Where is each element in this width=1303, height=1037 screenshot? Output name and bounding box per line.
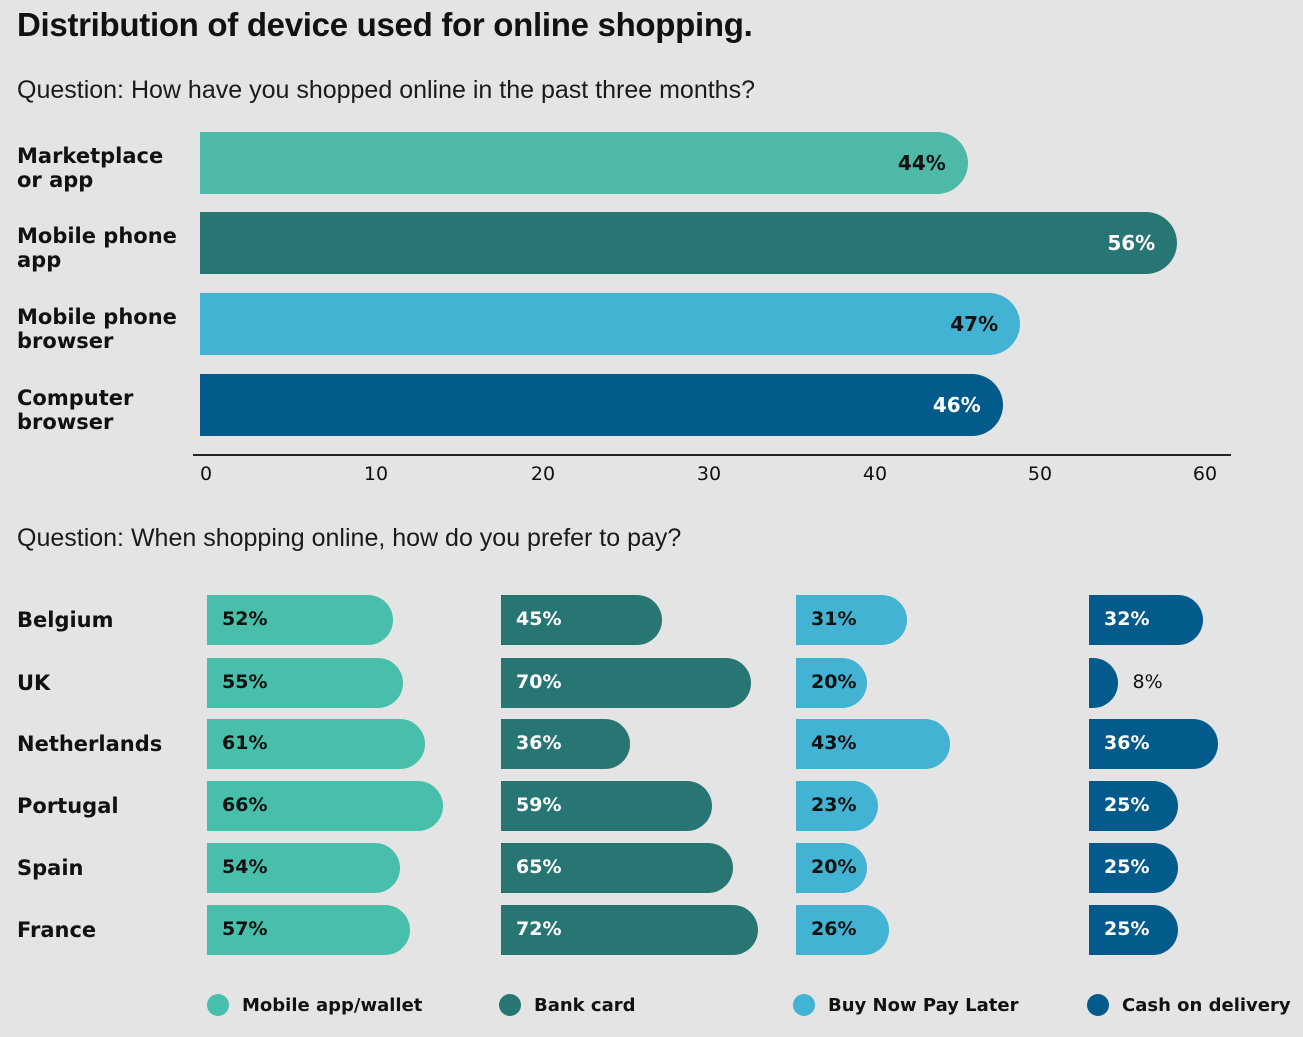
category-label-line: app (17, 248, 177, 272)
bar-value-label: 25% (1104, 905, 1149, 953)
bar-value-label: 46% (933, 374, 981, 436)
bar-value-label: 55% (222, 658, 267, 706)
bar: 52% (207, 595, 393, 645)
legend-label: Buy Now Pay Later (828, 995, 1018, 1016)
bar-value-label: 23% (811, 781, 856, 829)
bar: 65% (501, 843, 733, 893)
bar-value-label: 36% (516, 719, 561, 767)
bar-value-label: 44% (898, 132, 946, 194)
bar: 72% (501, 905, 758, 955)
country-label: Netherlands (17, 719, 162, 769)
bar-value-label: 59% (516, 781, 561, 829)
x-tick-label: 60 (1193, 463, 1217, 485)
legend-label: Bank card (534, 995, 636, 1016)
bar-value-label: 20% (811, 843, 856, 891)
bar-value-label: 66% (222, 781, 267, 829)
legend-item: Buy Now Pay Later (793, 994, 1018, 1016)
category-label-line: Mobile phone (17, 224, 177, 248)
bar: 61% (207, 719, 425, 769)
x-tick-label: 20 (531, 463, 555, 485)
legend-label: Mobile app/wallet (242, 995, 422, 1016)
bar: 36% (1089, 719, 1218, 769)
bar: 45% (501, 595, 662, 645)
bar: 44% (200, 132, 968, 194)
bar-value-label: 65% (516, 843, 561, 891)
category-label-line: browser (17, 329, 177, 353)
country-label: Portugal (17, 781, 119, 831)
category-label-line: Computer (17, 386, 133, 410)
category-label-line: Marketplace (17, 144, 163, 168)
legend-item: Bank card (499, 994, 636, 1016)
category-label: Mobile phonebrowser (17, 305, 177, 353)
bar: 46% (200, 374, 1003, 436)
bar: 36% (501, 719, 630, 769)
question-1: Question: How have you shopped online in… (17, 76, 755, 105)
bar-value-label: 20% (811, 658, 856, 706)
x-axis-line (193, 454, 1231, 456)
bar-value-label: 72% (516, 905, 561, 953)
bar: 25% (1089, 781, 1178, 831)
bar: 20% (796, 843, 867, 893)
bar-value-label: 25% (1104, 843, 1149, 891)
category-label: Computerbrowser (17, 386, 133, 434)
bar-value-label: 36% (1104, 719, 1149, 767)
bar: 55% (207, 658, 403, 708)
chart-title: Distribution of device used for online s… (17, 6, 752, 44)
question-2: Question: When shopping online, how do y… (17, 524, 681, 553)
country-label: Belgium (17, 595, 114, 645)
legend-item: Cash on delivery (1087, 994, 1291, 1016)
bar: 66% (207, 781, 443, 831)
legend-label: Cash on delivery (1122, 995, 1291, 1016)
x-tick-label: 0 (200, 463, 212, 485)
bar: 8% (1089, 658, 1118, 708)
bar-value-label: 31% (811, 595, 856, 643)
bar: 59% (501, 781, 712, 831)
x-tick-label: 50 (1028, 463, 1052, 485)
bar: 31% (796, 595, 907, 645)
x-tick-label: 10 (364, 463, 388, 485)
x-tick-label: 30 (697, 463, 721, 485)
country-label: Spain (17, 843, 83, 893)
country-label: UK (17, 658, 50, 708)
bar-value-label: 57% (222, 905, 267, 953)
bar-value-label: 47% (950, 293, 998, 355)
bar-value-label: 43% (811, 719, 856, 767)
category-label-line: Mobile phone (17, 305, 177, 329)
x-tick-label: 40 (863, 463, 887, 485)
bar-value-label: 70% (516, 658, 561, 706)
legend-marker-icon (1087, 994, 1109, 1016)
legend-marker-icon (499, 994, 521, 1016)
bar-value-label: 54% (222, 843, 267, 891)
legend-marker-icon (793, 994, 815, 1016)
bar: 32% (1089, 595, 1203, 645)
category-label-line: browser (17, 410, 133, 434)
category-label: Mobile phoneapp (17, 224, 177, 272)
bar: 43% (796, 719, 950, 769)
bar: 47% (200, 293, 1020, 355)
bar-value-label: 8% (1133, 658, 1163, 706)
bar-value-label: 56% (1107, 212, 1155, 274)
bar: 54% (207, 843, 400, 893)
bar-value-label: 52% (222, 595, 267, 643)
bar: 20% (796, 658, 867, 708)
bar: 23% (796, 781, 878, 831)
legend-item: Mobile app/wallet (207, 994, 422, 1016)
bar: 70% (501, 658, 751, 708)
legend-marker-icon (207, 994, 229, 1016)
country-label: France (17, 905, 96, 955)
bar-value-label: 26% (811, 905, 856, 953)
bar: 26% (796, 905, 889, 955)
bar: 25% (1089, 905, 1178, 955)
category-label-line: or app (17, 168, 163, 192)
category-label: Marketplaceor app (17, 144, 163, 192)
bar: 56% (200, 212, 1177, 274)
bar-value-label: 32% (1104, 595, 1149, 643)
bar: 25% (1089, 843, 1178, 893)
bar-value-label: 25% (1104, 781, 1149, 829)
bar-value-label: 45% (516, 595, 561, 643)
bar: 57% (207, 905, 410, 955)
bar-value-label: 61% (222, 719, 267, 767)
